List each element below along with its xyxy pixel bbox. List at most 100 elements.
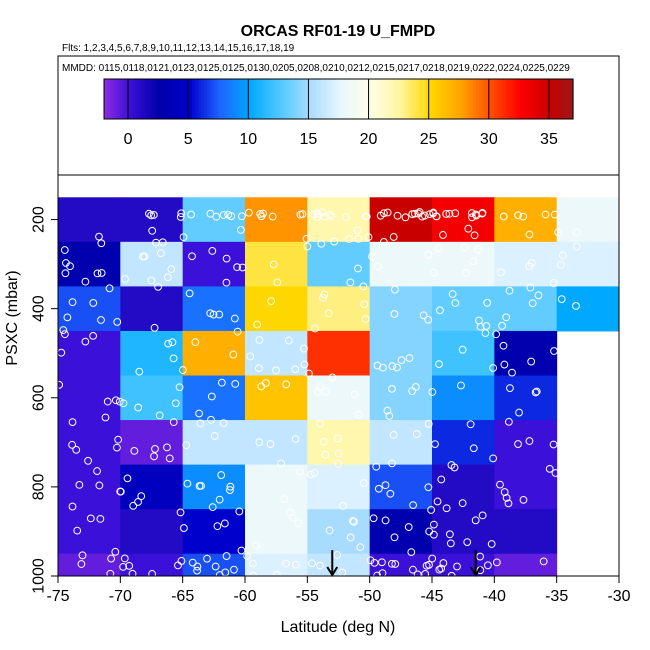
heatmap-cell <box>182 330 246 376</box>
sample-point <box>311 324 319 333</box>
heatmap-cell <box>245 286 308 332</box>
colorbar-segment <box>124 79 129 119</box>
sample-point <box>390 533 399 542</box>
sample-point <box>306 470 315 479</box>
colorbar-segment <box>411 79 416 119</box>
x-tick-label: -55 <box>296 588 319 605</box>
sample-point <box>388 559 396 568</box>
colorbar-segment <box>317 79 322 119</box>
heatmap-cell <box>432 197 495 243</box>
sample-point <box>519 212 528 221</box>
sample-point <box>386 489 395 498</box>
plot-frame <box>57 174 620 577</box>
sample-point <box>572 302 580 310</box>
sample-point <box>167 265 176 274</box>
sample-point <box>256 210 265 218</box>
x-tick-label: -40 <box>483 588 506 605</box>
colorbar-segment <box>511 79 515 119</box>
sample-point <box>408 210 417 219</box>
colorbar-segment <box>153 79 158 119</box>
sample-point <box>208 247 217 255</box>
heatmap-cells <box>58 197 620 577</box>
sample-point <box>266 440 275 448</box>
colorbar-segment <box>347 79 351 119</box>
sample-point <box>362 212 371 221</box>
heatmap-cell <box>182 509 246 555</box>
sample-point <box>163 273 172 282</box>
sample-point <box>217 471 226 479</box>
sample-point <box>60 330 69 339</box>
sample-point <box>317 239 326 248</box>
sample-point <box>197 481 205 490</box>
sample-point <box>585 566 594 574</box>
flight-sample-points <box>55 208 598 580</box>
sample-point <box>431 440 439 448</box>
sample-point <box>106 569 115 578</box>
colorbar-segment <box>540 79 545 119</box>
sample-point <box>169 354 178 363</box>
sample-point <box>292 560 300 569</box>
y-axis-label: PSXC (mbar) <box>4 270 21 365</box>
heatmap-cell <box>369 330 433 376</box>
colorbar-segment <box>291 79 296 119</box>
heatmap-cell <box>120 553 184 577</box>
sample-point <box>73 526 82 535</box>
sample-point <box>472 211 481 220</box>
heatmap-cell <box>432 420 495 466</box>
sample-point <box>325 526 334 535</box>
colorbar-segment <box>180 79 184 119</box>
colorbar-segment <box>496 79 501 119</box>
sample-point <box>219 419 228 428</box>
sample-point <box>246 352 255 361</box>
sample-point <box>551 469 560 477</box>
sample-point <box>55 380 64 389</box>
colorbar-segment <box>508 79 513 119</box>
sample-point <box>123 474 132 483</box>
sample-point <box>500 360 509 369</box>
sample-point <box>330 237 339 246</box>
sample-point <box>97 316 105 324</box>
heatmap-cell <box>120 509 184 555</box>
sample-point <box>115 397 124 406</box>
heatmap-cell <box>307 286 371 332</box>
sample-point <box>103 397 112 406</box>
sample-point <box>383 208 392 217</box>
sample-point <box>310 468 319 477</box>
sample-point <box>63 313 72 322</box>
colorbar-segment <box>473 79 477 119</box>
sample-point <box>277 459 286 468</box>
sample-point <box>391 285 399 294</box>
heatmap-cell <box>432 375 495 421</box>
heatmap-cell <box>58 420 121 466</box>
heatmap-cell <box>182 420 246 466</box>
sample-point <box>282 380 291 389</box>
sample-point <box>556 261 565 269</box>
sample-point <box>409 501 418 510</box>
sample-point <box>554 228 563 237</box>
heatmap-cell <box>432 509 495 555</box>
sample-point <box>113 443 121 452</box>
sample-point <box>313 387 322 396</box>
sample-point <box>361 315 370 323</box>
heatmap-cell <box>307 420 371 466</box>
colorbar-segment <box>118 79 123 119</box>
sample-point <box>176 213 185 221</box>
heatmap-cell <box>58 553 121 577</box>
heatmap-cell <box>494 375 558 421</box>
sample-point <box>206 209 215 218</box>
colorbar-segment <box>147 79 152 119</box>
colorbar-segment <box>271 79 275 119</box>
colorbar-segment <box>479 79 483 119</box>
sample-point <box>208 503 217 512</box>
sample-point <box>324 309 333 318</box>
sample-point <box>497 268 505 277</box>
sample-point <box>506 384 514 393</box>
sample-point <box>437 564 446 573</box>
colorbar-segment <box>276 79 281 119</box>
sample-point <box>237 212 246 221</box>
x-tick-label: -75 <box>46 588 69 605</box>
colorbar-segment <box>168 79 173 119</box>
colorbar-segment <box>567 79 571 119</box>
colorbar-segment <box>414 79 419 119</box>
sample-point <box>114 435 123 444</box>
